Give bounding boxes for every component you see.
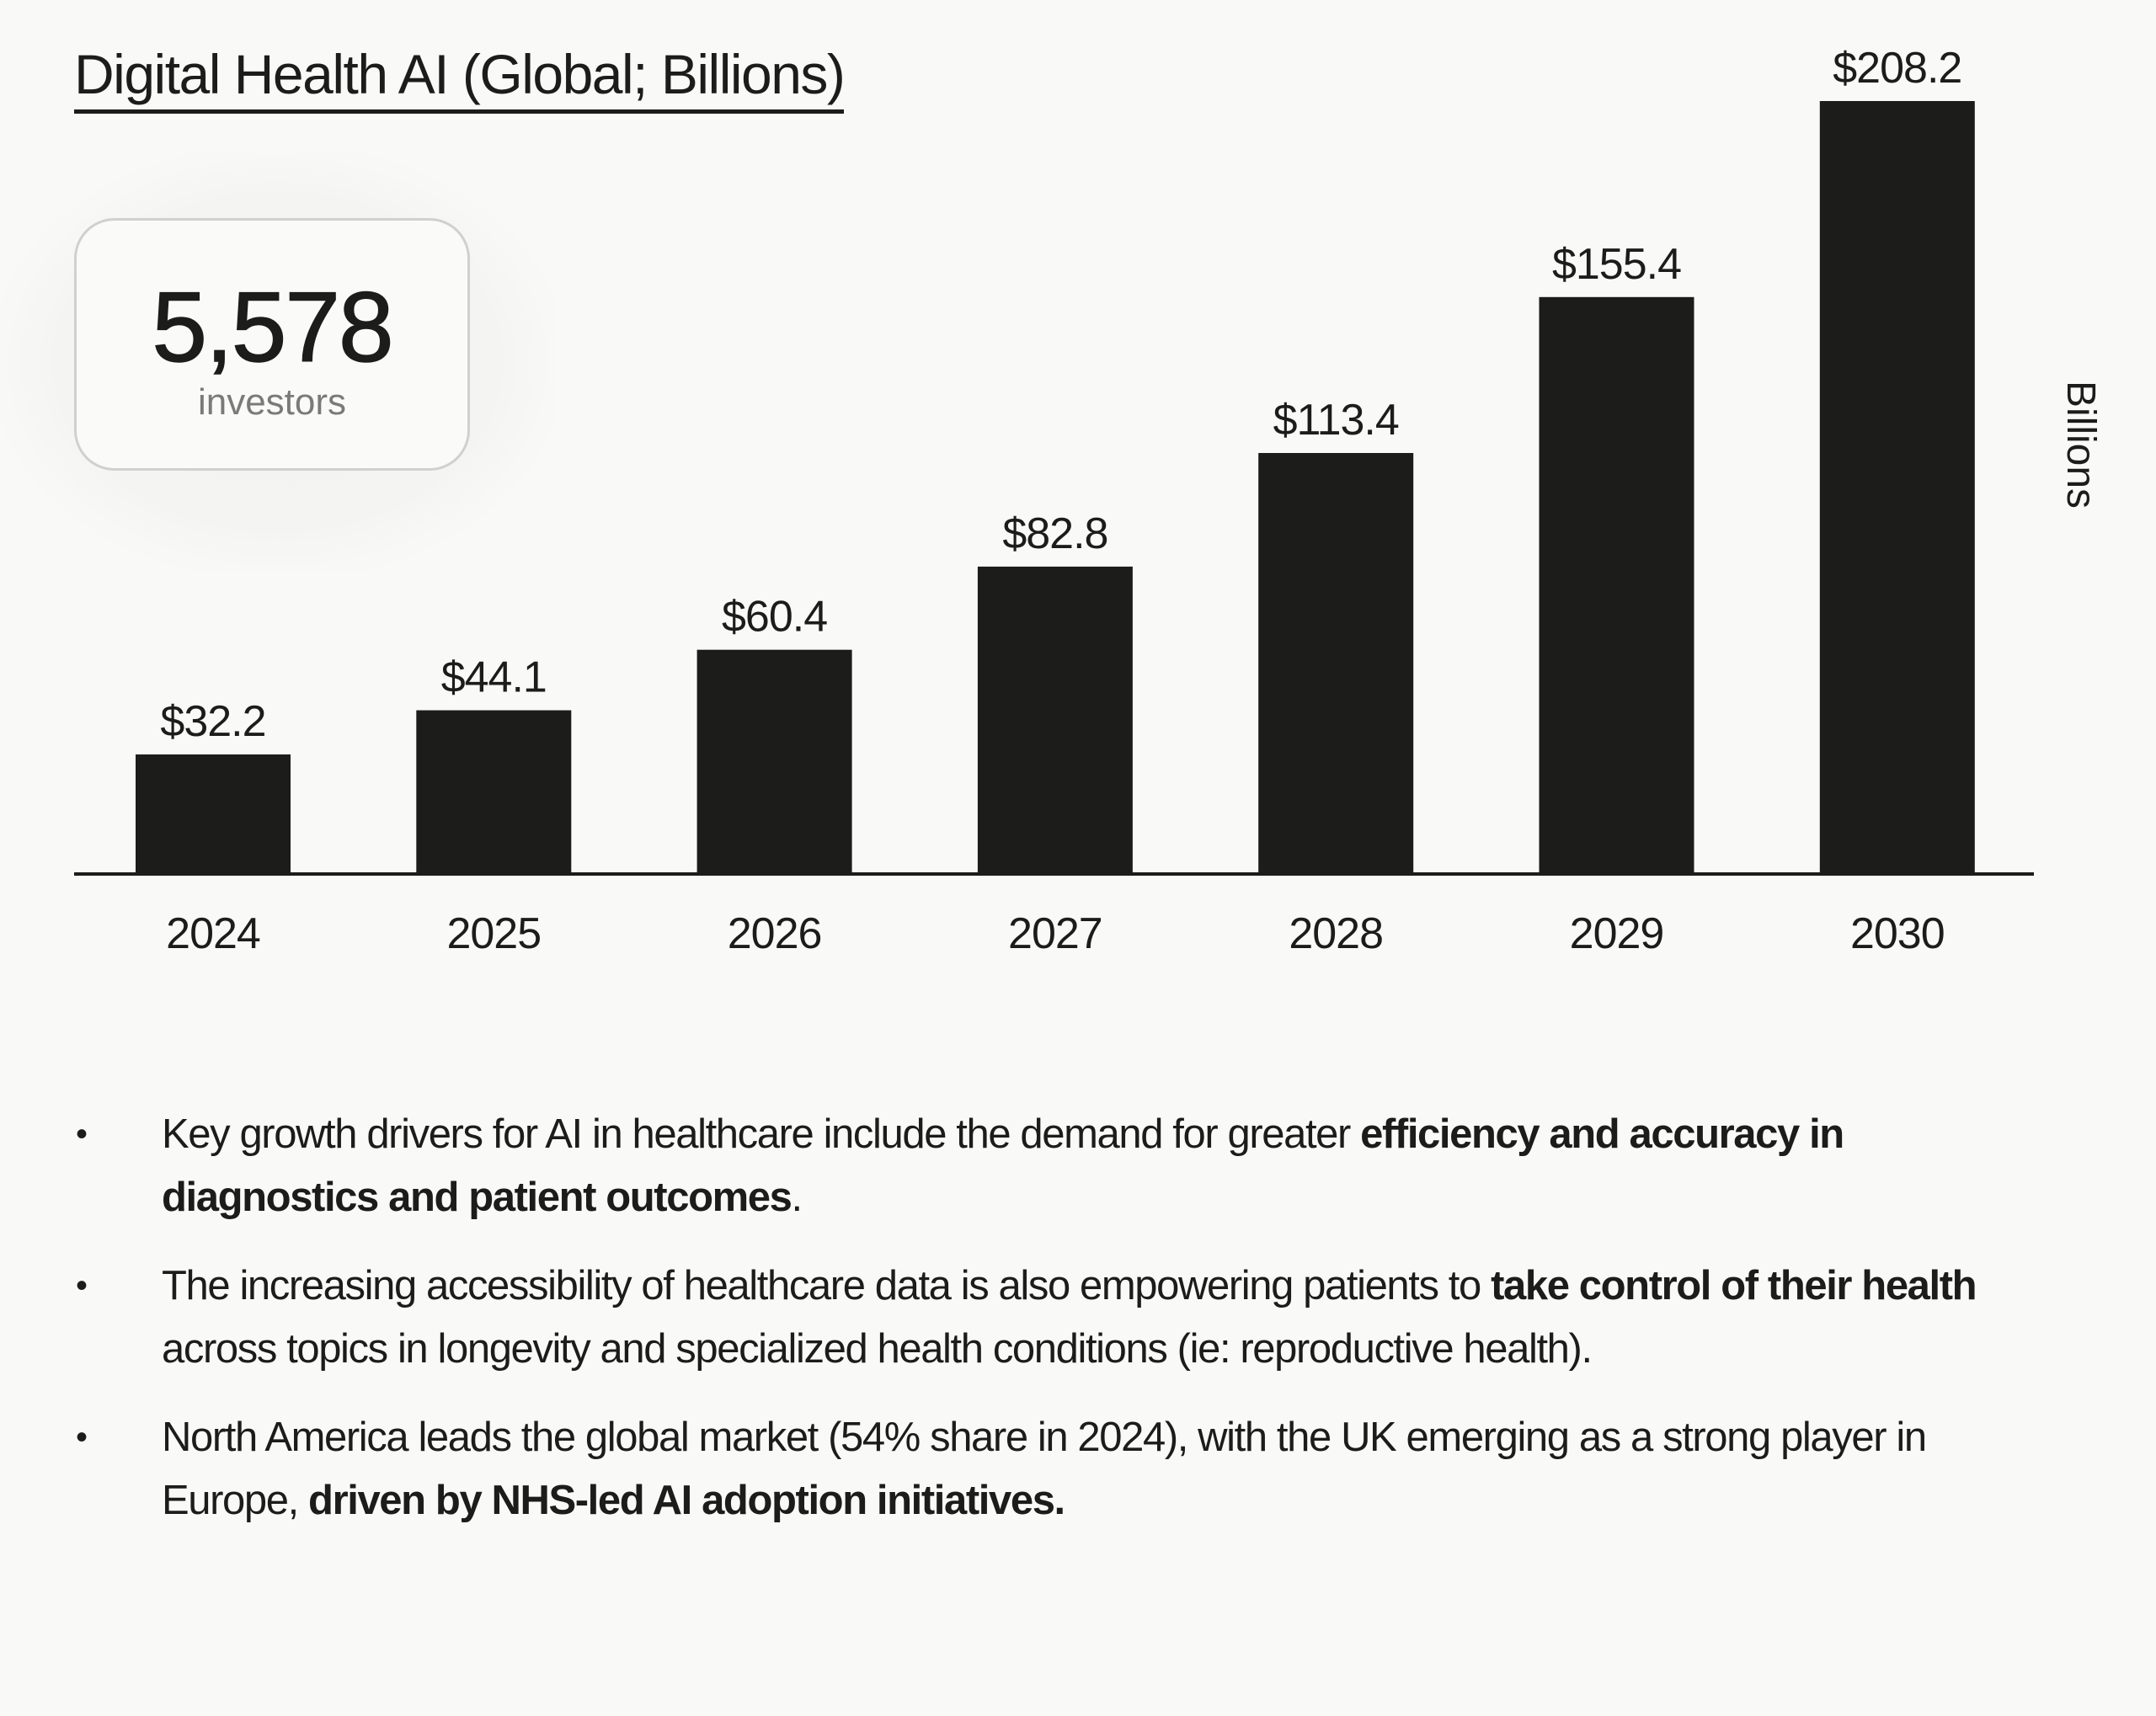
data-label-2027: $82.8 — [1002, 509, 1107, 558]
bullet-text: . — [791, 1175, 803, 1220]
data-label-2025: $44.1 — [441, 653, 547, 702]
bullet-text: across topics in longevity and specializ… — [162, 1326, 1593, 1372]
data-label-2024: $32.2 — [160, 697, 265, 746]
bullet-dot-icon: • — [76, 1116, 88, 1153]
bullet-text: The increasing accessibility of healthca… — [162, 1263, 1492, 1308]
bar-2024 — [136, 754, 291, 874]
x-tick-labels-group: 2024 2025 2026 2027 2028 2029 2030 — [166, 909, 1945, 958]
bar-2028 — [1258, 452, 1414, 874]
x-tick-2027: 2027 — [1008, 909, 1102, 958]
x-tick-2026: 2026 — [728, 909, 822, 958]
bullet-text: Key growth drivers for AI in healthcare … — [162, 1111, 1361, 1157]
investors-count: 5,578 — [152, 272, 395, 383]
bar-2026 — [696, 649, 852, 874]
bullet-dot-icon: • — [76, 1267, 88, 1304]
bullet-emphasis: take control of their health — [1491, 1263, 1977, 1308]
investors-stat-card: 5,578 investors — [74, 218, 470, 471]
bar-2029 — [1539, 296, 1694, 875]
x-tick-2024: 2024 — [166, 909, 260, 958]
data-label-2028: $113.4 — [1273, 396, 1399, 445]
x-tick-2029: 2029 — [1570, 909, 1664, 958]
bullet-item: • North America leads the global market (… — [74, 1406, 2028, 1532]
bullet-item: • Key growth drivers for AI in healthcare… — [74, 1103, 2028, 1229]
bars-group — [136, 101, 1975, 875]
bar-chart: $32.2 $44.1 $60.4 $82.8 $113.4 $155.4 $208.2 2… — [74, 44, 2103, 958]
chart-title: Digital Health AI (Global; Billions) — [74, 40, 846, 114]
bar-2025 — [416, 710, 572, 874]
bullet-item: • The increasing accessibility of healthc… — [74, 1255, 2028, 1381]
bullet-emphasis: efficiency and accuracy in diagnostics a… — [162, 1111, 1844, 1220]
data-label-2026: $60.4 — [722, 593, 827, 642]
bar-2027 — [977, 566, 1133, 874]
y-axis-label: Billions — [2058, 381, 2103, 509]
data-label-2029: $155.4 — [1552, 240, 1681, 289]
bullet-list: • Key growth drivers for AI in healthcare… — [74, 1103, 2028, 1558]
x-tick-2030: 2030 — [1850, 909, 1945, 958]
data-label-2030: $208.2 — [1833, 44, 1961, 93]
investors-label: investors — [197, 381, 347, 423]
x-tick-2028: 2028 — [1289, 909, 1383, 958]
bullet-text: North America leads the global market (5… — [162, 1415, 1927, 1523]
data-labels-group: $32.2 $44.1 $60.4 $82.8 $113.4 $155.4 $208.2 — [160, 44, 1962, 746]
bullet-emphasis: driven by NHS-led AI adoption initiative… — [308, 1478, 1065, 1523]
bullet-dot-icon: • — [76, 1419, 88, 1456]
x-tick-2025: 2025 — [446, 909, 541, 958]
bar-2030 — [1819, 101, 1975, 874]
